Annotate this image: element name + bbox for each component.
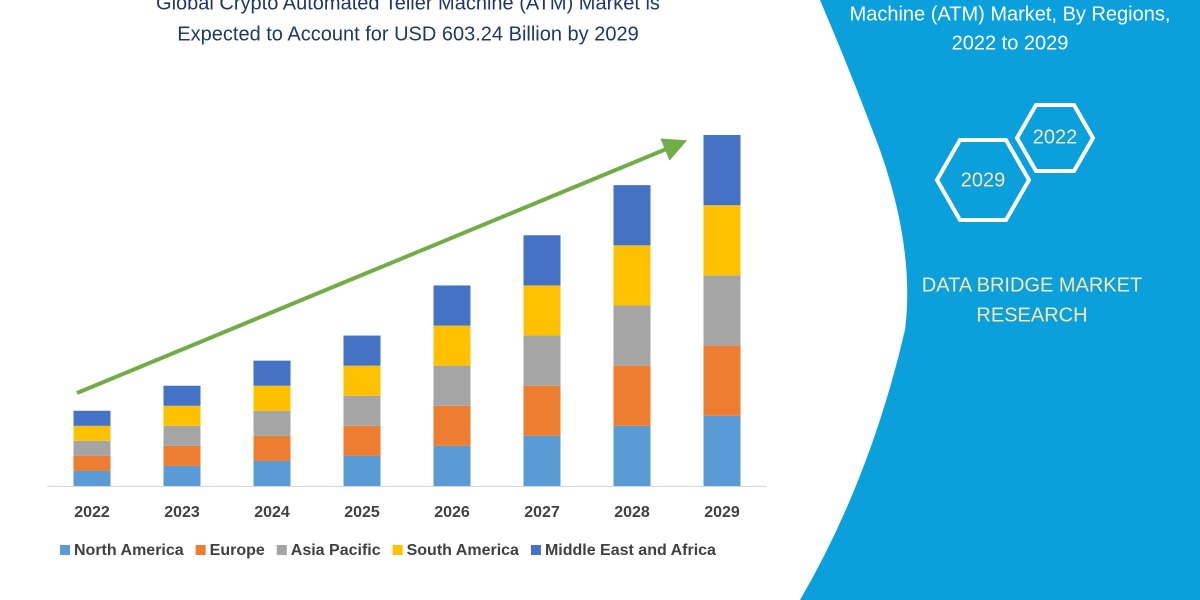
legend-label: South America bbox=[407, 542, 519, 559]
hexagon bbox=[934, 138, 1032, 222]
x-tick-label: 2023 bbox=[164, 504, 200, 521]
bar-segment bbox=[703, 135, 741, 206]
bar-segment bbox=[253, 435, 291, 461]
bar-segment bbox=[523, 335, 561, 386]
bar-segment bbox=[163, 465, 201, 486]
legend-label: Europe bbox=[210, 542, 265, 559]
bar-segment bbox=[703, 415, 741, 486]
x-tick-label: 2026 bbox=[434, 504, 470, 521]
bar-segment bbox=[163, 385, 201, 406]
bar-segment bbox=[523, 385, 561, 436]
x-tick-label: 2027 bbox=[524, 504, 560, 521]
x-tick-label: 2025 bbox=[344, 504, 380, 521]
legend-swatch bbox=[276, 545, 287, 555]
bar-segment bbox=[523, 285, 561, 336]
x-tick-label: 2024 bbox=[254, 504, 290, 521]
bar-segment bbox=[703, 275, 741, 346]
x-tick-label: 2022 bbox=[74, 504, 110, 521]
hexagon-label: 2029 bbox=[961, 169, 1006, 191]
bar-segment bbox=[253, 385, 291, 411]
bar-segment bbox=[253, 460, 291, 486]
bar-segment bbox=[703, 345, 741, 416]
bar-segment bbox=[73, 470, 111, 486]
bar-segment bbox=[73, 425, 111, 441]
hexagon-label: 2022 bbox=[1033, 126, 1078, 148]
bar-segment bbox=[523, 435, 561, 486]
x-tick-label: 2029 bbox=[704, 504, 740, 521]
bar-segment bbox=[613, 425, 651, 486]
bar-segment bbox=[163, 425, 201, 446]
legend-swatch bbox=[60, 545, 70, 555]
bar-segment bbox=[433, 405, 471, 446]
bar-segment bbox=[523, 235, 561, 286]
bar-segment bbox=[703, 205, 741, 276]
bar-segment bbox=[613, 365, 651, 426]
legend-swatch bbox=[195, 545, 206, 555]
side-panel bbox=[800, 0, 1200, 600]
legend-swatch bbox=[530, 545, 541, 555]
bar-segment bbox=[613, 245, 651, 306]
bar-segment bbox=[163, 445, 201, 466]
bar-segment bbox=[433, 365, 471, 406]
bar-segment bbox=[73, 455, 111, 471]
brand-text: DATA BRIDGE MARKET bbox=[922, 274, 1142, 296]
chart-title: Global Crypto Automated Teller Machine (… bbox=[156, 0, 660, 14]
chart-title: Expected to Account for USD 603.24 Billi… bbox=[177, 23, 638, 45]
bar-segment bbox=[73, 410, 111, 426]
panel-heading: Machine (ATM) Market, By Regions, bbox=[850, 3, 1171, 25]
hexagon bbox=[1014, 103, 1096, 173]
bar-segment bbox=[343, 335, 381, 366]
bar-segment bbox=[163, 405, 201, 426]
x-tick-label: 2028 bbox=[614, 504, 650, 521]
panel-heading: 2022 to 2029 bbox=[952, 32, 1069, 54]
legend-swatch bbox=[392, 545, 403, 555]
bar-segment bbox=[253, 410, 291, 436]
bar-segment bbox=[433, 325, 471, 366]
legend-label: Middle East and Africa bbox=[545, 542, 716, 559]
bar-segment bbox=[253, 360, 291, 386]
bar-segment bbox=[613, 305, 651, 366]
bar-segment bbox=[343, 425, 381, 456]
legend-label: North America bbox=[74, 542, 184, 559]
bar-segment bbox=[343, 455, 381, 486]
bar-segment bbox=[613, 185, 651, 246]
bar-segment bbox=[433, 445, 471, 486]
bar-segment bbox=[343, 395, 381, 426]
growth-arrow bbox=[76, 138, 688, 395]
legend-label: Asia Pacific bbox=[291, 542, 381, 559]
bar-segment bbox=[433, 285, 471, 326]
brand-text: RESEARCH bbox=[976, 304, 1087, 326]
bar-segment bbox=[343, 365, 381, 396]
bar-segment bbox=[73, 440, 111, 456]
